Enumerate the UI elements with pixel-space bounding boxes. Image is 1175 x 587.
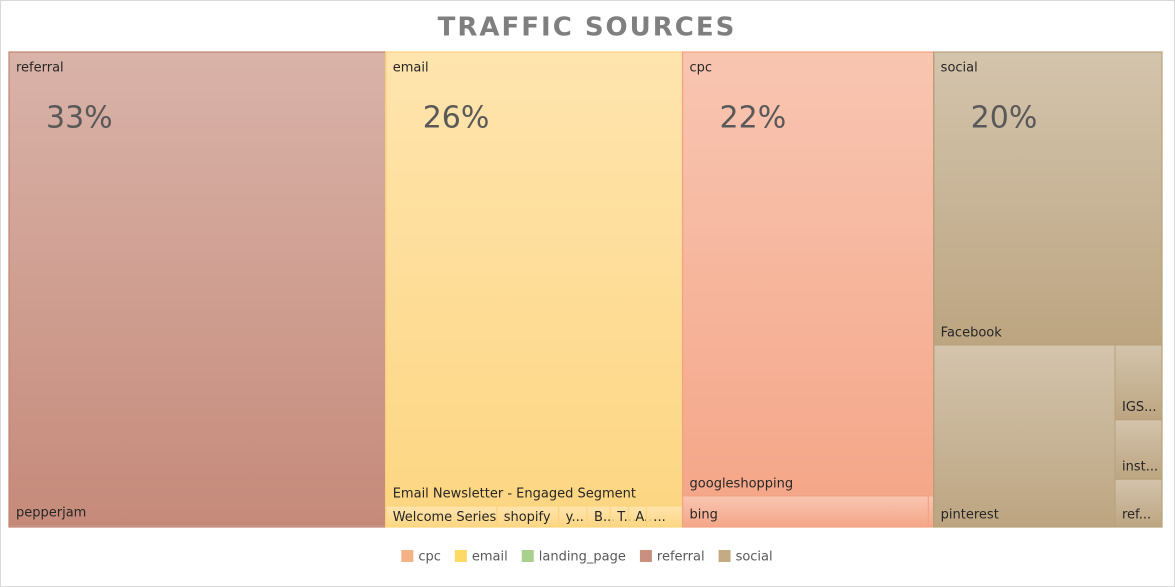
group-label: cpc: [690, 61, 713, 76]
tile: [1114, 478, 1163, 528]
tile-label: inst...: [1122, 460, 1158, 475]
tile: [1114, 344, 1163, 421]
chart-title: TRAFFIC SOURCES: [438, 13, 737, 43]
tile-label: pepperjam: [16, 505, 86, 520]
tile: [927, 495, 935, 528]
group-label: email: [393, 61, 429, 76]
legend-swatch: [454, 550, 467, 562]
legend-label: social: [736, 550, 773, 565]
group-label: social: [941, 61, 978, 76]
tile-label: Welcome Series: [393, 510, 497, 525]
tile-label: y...: [566, 510, 584, 525]
legend-swatch: [639, 550, 652, 562]
legend-label: referral: [657, 550, 705, 565]
group-outline: [933, 51, 1163, 528]
tile-label: Email Newsletter - Engaged Segment: [393, 487, 636, 502]
legend-swatch: [401, 550, 414, 562]
plot-area: pepperjam referral 33% Email Newsletter - E…: [8, 51, 1163, 528]
tile-label: IGS...: [1122, 400, 1157, 415]
group-percent: 22%: [720, 101, 787, 136]
legend-label: email: [472, 550, 508, 565]
tile: [933, 51, 1163, 346]
tile-label: googleshopping: [690, 476, 794, 491]
group-percent: 20%: [971, 101, 1038, 136]
tile: [682, 495, 929, 528]
legend: cpc email landing_page referral social: [401, 550, 773, 565]
legend-label: cpc: [418, 550, 441, 565]
tile: [933, 344, 1116, 528]
group-percent: 26%: [423, 101, 490, 136]
group-percent: 33%: [46, 101, 113, 136]
tile-label: ref...: [1122, 508, 1151, 523]
tile: [385, 51, 684, 507]
legend-label: landing_page: [539, 550, 626, 565]
tile: [8, 51, 387, 526]
tile-label: Facebook: [941, 325, 1003, 340]
tile-label: shopify: [504, 510, 551, 525]
tile-label: pinterest: [941, 508, 999, 523]
tile-label: ...: [653, 510, 665, 525]
legend-swatch: [718, 550, 731, 562]
legend-swatch: [521, 550, 534, 562]
group-label: referral: [16, 61, 64, 76]
tile-label: bing: [690, 508, 718, 523]
